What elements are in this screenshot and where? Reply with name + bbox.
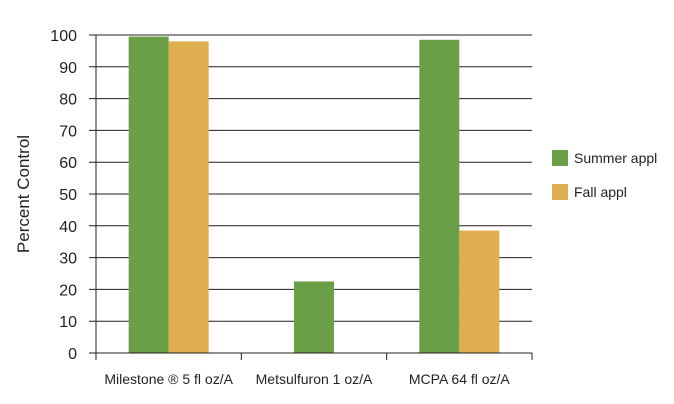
y-tick-label: 90 — [59, 60, 77, 77]
y-tick-label: 20 — [59, 282, 77, 299]
legend-swatch — [552, 184, 568, 200]
y-tick-label: 10 — [59, 314, 77, 331]
y-tick-label: 30 — [59, 251, 77, 268]
y-tick-label: 70 — [59, 123, 77, 140]
bar-summer-appl — [419, 39, 460, 354]
y-axis-title: Percent Control — [14, 135, 33, 253]
bar-fall-appl — [168, 41, 209, 354]
y-tick-label: 50 — [59, 187, 77, 204]
y-tick-label: 60 — [59, 155, 77, 172]
y-tick-label: 40 — [59, 219, 77, 236]
legend-label: Summer appl — [574, 150, 657, 166]
x-category-label: Metsulfuron 1 oz/A — [256, 371, 373, 387]
axes — [89, 35, 533, 360]
bars — [128, 36, 500, 354]
x-category-label: Milestone ® 5 fl oz/A — [104, 371, 233, 387]
bar-fall-appl — [459, 230, 500, 353]
bar-summer-appl — [128, 36, 169, 354]
y-tick-label: 80 — [59, 92, 77, 109]
legend: Summer appl Fall appl — [552, 150, 657, 200]
y-tick-labels: 0 10 20 30 40 50 60 70 80 90 100 — [50, 28, 77, 363]
y-tick-label: 100 — [50, 28, 77, 45]
bar-single — [294, 281, 334, 353]
x-category-label: MCPA 64 fl oz/A — [409, 371, 511, 387]
legend-swatch — [552, 150, 568, 166]
x-category-labels: Milestone ® 5 fl oz/A Metsulfuron 1 oz/A M… — [104, 371, 510, 387]
y-tick-label: 0 — [68, 346, 77, 363]
legend-label: Fall appl — [574, 184, 627, 200]
